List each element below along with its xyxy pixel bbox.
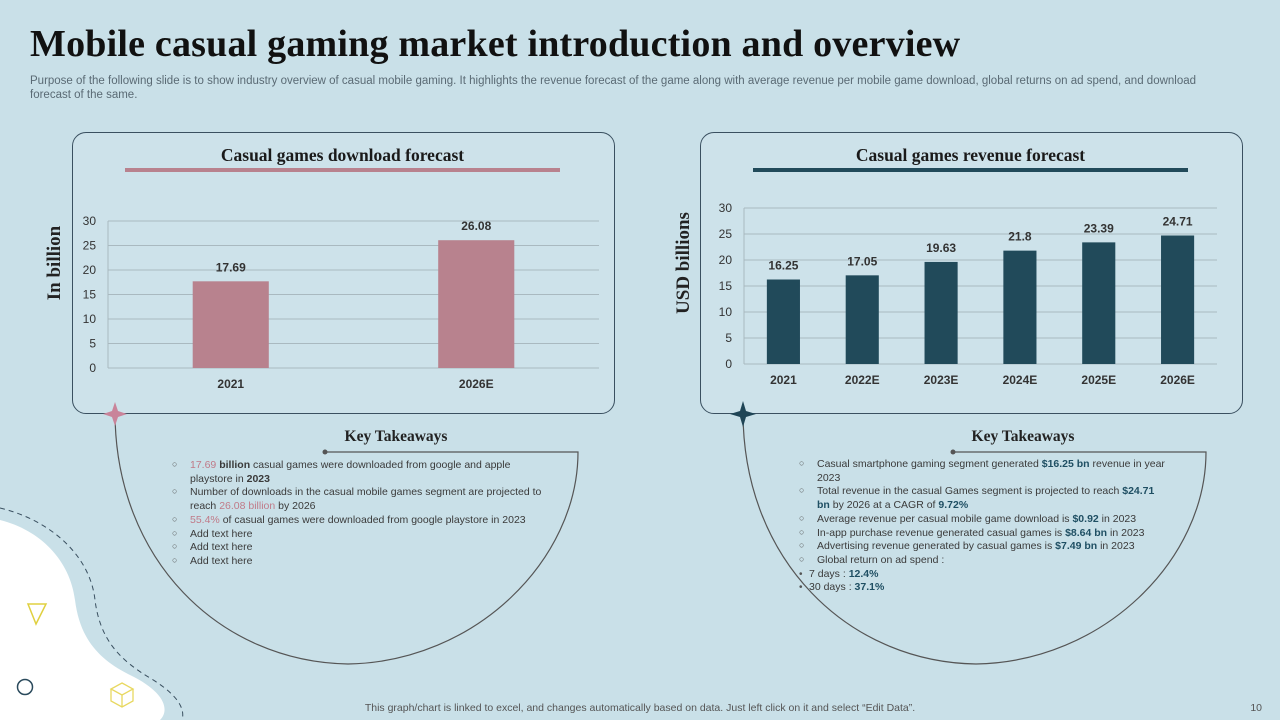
y-tick-label: 25 xyxy=(83,239,97,253)
y-tick-label: 25 xyxy=(719,227,733,241)
bar xyxy=(1082,242,1116,364)
x-tick-label: 2021 xyxy=(217,377,244,391)
page-subtitle: Purpose of the following slide is to sho… xyxy=(30,75,1197,101)
right-takeaway-arc xyxy=(730,401,1207,665)
left-takeaways-list: 17.69 billion casual games were download… xyxy=(172,458,552,569)
y-tick-label: 20 xyxy=(83,263,97,277)
cube-icon xyxy=(109,682,135,708)
list-sub-item: 7 days : 12.4% xyxy=(799,568,1169,582)
y-tick-label: 0 xyxy=(89,361,96,375)
left-takeaways-title: Key Takeaways xyxy=(344,428,448,445)
list-item: Number of downloads in the casual mobile… xyxy=(172,485,552,513)
data-label: 26.08 xyxy=(461,219,491,233)
list-item: 55.4% of casual games were downloaded fr… xyxy=(172,513,552,528)
y-tick-label: 5 xyxy=(725,331,732,345)
bar xyxy=(845,275,879,364)
sparkle-icon xyxy=(103,402,127,426)
data-label: 17.05 xyxy=(847,254,877,268)
revenue-forecast-panel xyxy=(700,132,1243,414)
x-tick-label: 2024E xyxy=(1003,373,1038,387)
corner-decoration xyxy=(0,507,184,720)
download-chart-title: Casual games download forecast xyxy=(220,145,465,165)
data-label: 24.71 xyxy=(1163,215,1193,229)
list-item: Advertising revenue generated by casual … xyxy=(799,539,1169,554)
bar xyxy=(192,281,269,368)
page-number: 10 xyxy=(1250,702,1262,714)
data-label: 21.8 xyxy=(1008,230,1032,244)
data-label: 19.63 xyxy=(926,241,956,255)
download-title-underline xyxy=(125,168,560,172)
revenue-title-underline xyxy=(753,168,1188,172)
y-tick-label: 20 xyxy=(719,253,733,267)
bar xyxy=(766,279,800,364)
y-tick-label: 5 xyxy=(89,337,96,351)
right-takeaways-list: Casual smartphone gaming segment generat… xyxy=(799,457,1169,595)
y-tick-label: 10 xyxy=(719,305,733,319)
list-item: Total revenue in the casual Games segmen… xyxy=(799,484,1169,512)
x-tick-label: 2021 xyxy=(770,373,797,387)
x-tick-label: 2022E xyxy=(845,373,880,387)
corner-white-shape xyxy=(0,520,165,720)
x-tick-label: 2025E xyxy=(1081,373,1116,387)
data-label: 16.25 xyxy=(768,259,798,273)
bar xyxy=(438,240,515,368)
revenue-chart-title: Casual games revenue forecast xyxy=(855,145,1086,165)
x-tick-label: 2026E xyxy=(1160,373,1195,387)
revenue-forecast-chart: 0 5 10 15 20 25 30 16.25 2021 17.05 2022E 19.63 2023… xyxy=(719,201,1217,387)
triangle-icon xyxy=(26,603,48,626)
revenue-y-axis-label: USD billions xyxy=(673,212,694,314)
list-item: Casual smartphone gaming segment generat… xyxy=(799,457,1169,485)
x-tick-label: 2023E xyxy=(924,373,959,387)
download-forecast-panel xyxy=(72,132,615,414)
list-item: Add text here xyxy=(172,554,552,569)
right-takeaways-title: Key Takeaways xyxy=(971,428,1075,445)
data-label: 23.39 xyxy=(1084,221,1114,235)
list-item: 17.69 billion casual games were download… xyxy=(172,458,552,486)
data-label: 17.69 xyxy=(216,260,246,274)
y-tick-label: 30 xyxy=(719,201,733,215)
list-sub-item: 30 days : 37.1% xyxy=(799,581,1169,595)
y-tick-label: 30 xyxy=(83,214,97,228)
list-item: Average revenue per casual mobile game d… xyxy=(799,512,1169,527)
page-title: Mobile casual gaming market introduction… xyxy=(30,23,961,65)
sparkle-icon xyxy=(730,401,756,427)
list-item: Add text here xyxy=(172,527,552,542)
list-item: Global return on ad spend : xyxy=(799,553,1169,568)
list-item: Add text here xyxy=(172,540,552,555)
download-y-axis-label: In billion xyxy=(44,225,65,301)
footer-note: This graph/chart is linked to excel, and… xyxy=(364,702,916,714)
list-item: In-app purchase revenue generated casual… xyxy=(799,526,1169,541)
bar xyxy=(1003,250,1037,364)
y-tick-label: 15 xyxy=(719,279,733,293)
download-forecast-chart: 0 5 10 15 20 25 30 17.69 2021 26.08 2026E xyxy=(83,214,599,391)
y-tick-label: 0 xyxy=(725,357,732,371)
circle-icon xyxy=(16,678,34,696)
y-tick-label: 10 xyxy=(83,312,97,326)
x-tick-label: 2026E xyxy=(459,377,494,391)
left-takeaway-arc xyxy=(103,402,579,665)
y-tick-label: 15 xyxy=(83,288,97,302)
bar xyxy=(924,261,958,364)
bar xyxy=(1161,235,1195,364)
